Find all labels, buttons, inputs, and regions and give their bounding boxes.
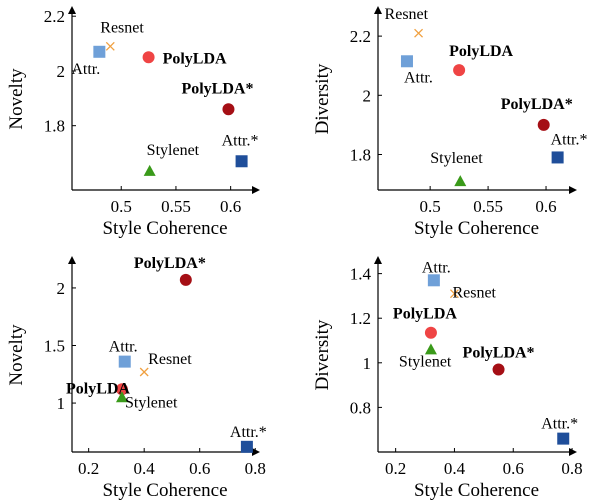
point-label-attr: Attr.: [422, 259, 451, 276]
point-label-resnet: Resnet: [100, 19, 144, 36]
point-stylenet: [454, 175, 467, 187]
x-tick-label: 0.4: [444, 459, 466, 478]
y-tick-label: 1.8: [44, 117, 65, 136]
x-tick-label: 0.8: [245, 459, 266, 478]
point-resnet: [414, 28, 424, 38]
x-axis-arrow: [252, 186, 260, 194]
point-resnet: [449, 289, 459, 299]
chart-panel-3: 0.2 0.4 0.6 0.8 1 1.5 2 Style Coherence Novelty P…: [6, 255, 267, 501]
x-axis-arrow: [569, 448, 577, 456]
x-tick-label: 0.2: [385, 459, 406, 478]
point-label-polylda-star: PolyLDA*: [501, 96, 573, 113]
y-tick-label: 1: [363, 354, 372, 373]
point-polylda-star: [179, 273, 192, 286]
x-tick-label: 0.8: [561, 459, 582, 478]
chart-panel-1: 0.5 0.55 0.6 1.8 2 2.2 Style Coherence Novelty A…: [6, 6, 260, 239]
x-tick-label: 0.55: [161, 197, 191, 216]
x-tick-label: 0.6: [189, 459, 210, 478]
point-label-polylda: PolyLDA: [66, 380, 130, 397]
y-axis-label: Novelty: [6, 324, 27, 386]
point-polylda: [115, 383, 128, 396]
y-tick-label: 2: [57, 62, 66, 81]
chart-panel-2: 0.5 0.55 0.6 1.8 2 2.2 Style Coherence Diversit…: [312, 6, 588, 239]
y-axis-label: Diversity: [312, 63, 333, 134]
y-tick-label: 2.2: [44, 7, 65, 26]
point-attr-star: [551, 151, 564, 164]
point-label-polylda: PolyLDA: [449, 43, 513, 60]
point-label-attr: Attr.: [109, 339, 138, 356]
point-stylenet: [143, 164, 156, 176]
x-tick-label: 0.6: [535, 197, 556, 216]
point-polylda: [424, 326, 437, 339]
y-axis-arrow: [68, 6, 76, 14]
y-tick-label: 0.8: [350, 398, 371, 417]
point-polylda: [453, 64, 466, 77]
point-label-resnet: Resnet: [148, 351, 192, 368]
point-label-resnet: Resnet: [452, 285, 496, 302]
y-axis-arrow: [68, 256, 76, 264]
point-label-attr: Attr.: [404, 69, 433, 86]
chart-panel-4: 0.2 0.4 0.6 0.8 0.8 1 1.2 1.4 Style Coherence Div…: [312, 256, 583, 501]
point-label-attr-star: Attr.*: [541, 416, 578, 433]
x-tick-label: 0.5: [420, 197, 441, 216]
y-tick-label: 1: [57, 394, 66, 413]
point-attr: [93, 45, 106, 58]
point-polylda-star: [492, 363, 505, 376]
point-label-stylenet: Stylenet: [125, 394, 178, 411]
y-tick-label: 2: [57, 279, 66, 298]
y-tick-label: 1.8: [350, 145, 371, 164]
y-tick-label: 1.4: [350, 265, 372, 284]
x-axis-arrow: [569, 186, 577, 194]
point-attr: [427, 274, 440, 287]
point-attr: [118, 355, 131, 368]
y-axis-arrow: [374, 6, 382, 14]
y-axis-arrow: [374, 256, 382, 264]
y-tick-label: 1.2: [350, 309, 371, 328]
point-attr-star: [557, 432, 570, 445]
point-label-polylda: PolyLDA: [163, 50, 227, 67]
point-polylda-star: [222, 103, 235, 116]
point-label-stylenet: Stylenet: [399, 353, 452, 370]
point-label-attr-star: Attr.*: [551, 131, 588, 148]
x-tick-label: 0.2: [78, 459, 99, 478]
point-label-stylenet: Stylenet: [147, 142, 200, 159]
point-label-polylda-star: PolyLDA*: [463, 344, 535, 361]
point-attr-star: [235, 155, 248, 168]
y-axis-label: Diversity: [312, 319, 333, 390]
point-label-polylda-star: PolyLDA*: [134, 255, 206, 272]
x-tick-label: 0.4: [134, 459, 156, 478]
point-resnet: [139, 367, 149, 377]
x-axis-label: Style Coherence: [102, 480, 227, 501]
x-tick-label: 0.6: [220, 197, 241, 216]
x-axis-label: Style Coherence: [102, 218, 227, 239]
point-label-attr: Attr.: [71, 61, 100, 78]
point-label-resnet: Resnet: [385, 6, 429, 23]
point-resnet: [105, 41, 115, 51]
y-tick-label: 2.2: [350, 27, 371, 46]
point-label-attr-star: Attr.*: [222, 132, 259, 149]
y-axis-label: Novelty: [6, 68, 27, 130]
x-axis-arrow: [252, 448, 260, 456]
point-label-stylenet: Stylenet: [430, 150, 483, 167]
point-label-attr-star: Attr.*: [230, 424, 267, 441]
x-axis-label: Style Coherence: [414, 480, 539, 501]
x-tick-label: 0.6: [503, 459, 524, 478]
point-attr: [400, 55, 413, 68]
point-polylda-star: [537, 118, 550, 131]
point-label-polylda: PolyLDA: [393, 306, 457, 323]
x-tick-label: 0.5: [111, 197, 132, 216]
point-label-polylda-star: PolyLDA*: [181, 80, 253, 97]
y-tick-label: 2: [363, 86, 372, 105]
y-tick-label: 1.5: [44, 337, 65, 356]
point-stylenet: [115, 391, 128, 403]
x-axis-label: Style Coherence: [414, 218, 539, 239]
point-stylenet: [424, 343, 437, 355]
x-tick-label: 0.55: [473, 197, 503, 216]
point-polylda: [142, 51, 155, 64]
point-attr-star: [240, 440, 253, 453]
